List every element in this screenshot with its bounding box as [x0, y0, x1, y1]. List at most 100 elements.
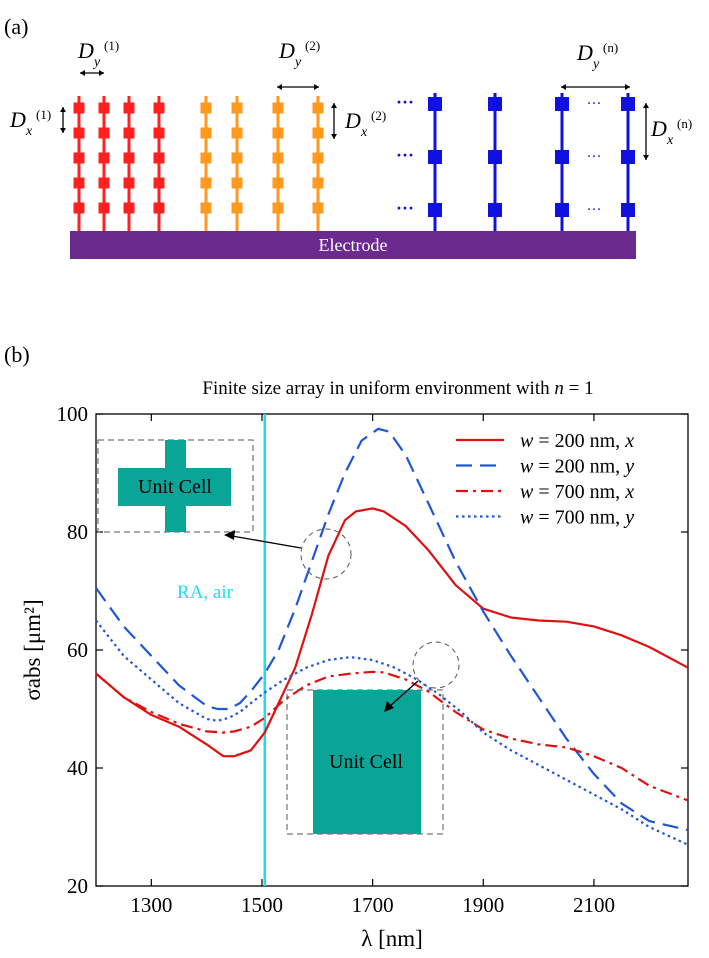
svg-text:D: D — [77, 38, 94, 63]
group1-column-4-pad — [153, 177, 165, 189]
ellipsis-left: ··· — [396, 92, 414, 112]
ellipsis-left: ··· — [396, 198, 414, 218]
svg-text:D: D — [650, 116, 667, 141]
legend-label: w = 200 nm, x — [520, 430, 634, 452]
x-tick-label: 1900 — [462, 893, 504, 917]
inset-bottom-rect — [313, 690, 421, 834]
electrode — [70, 231, 636, 259]
x-tick-label: 2100 — [573, 893, 615, 917]
group1-column-1-pad — [73, 177, 85, 189]
x-axis-label: λ [nm] — [361, 926, 423, 951]
groupn-column-1-pad — [428, 150, 442, 164]
dx-label-1: D x (1) — [9, 107, 51, 139]
groupn-column-3-pad — [555, 97, 569, 111]
group2-column-4-pad — [312, 127, 324, 139]
series-line-3 — [95, 670, 689, 802]
arrow-1-head — [224, 530, 235, 540]
groupn-column-3-pad — [555, 203, 569, 217]
group2-column-4-pad — [312, 102, 324, 114]
y-tick-label: 20 — [67, 874, 88, 898]
dx-label-n: D x (n) — [650, 116, 692, 148]
svg-text:y: y — [92, 55, 101, 70]
svg-text:x: x — [25, 124, 33, 139]
dx-label-2: D x (2) — [344, 108, 386, 140]
electrode-array-diagram: ··· ··· ··· ··· ··· ··· — [73, 92, 635, 231]
dx-arrow-n — [643, 103, 649, 160]
legend-label: w = 200 nm, y — [520, 456, 634, 478]
group2-column-1-pad — [200, 102, 212, 114]
group2-column-3-pad — [272, 127, 284, 139]
chart-area: 1300 1500 1700 1900 2100 20 40 60 80 100 λ [nm] σab… — [20, 402, 689, 951]
groupn-column-2-pad — [488, 203, 502, 217]
ellipsis-left: ··· — [396, 145, 414, 165]
group1-column-4-pad — [153, 102, 165, 114]
y-tick-label: 60 — [67, 638, 88, 662]
group1-column-1-pad — [73, 202, 85, 214]
dx-arrow-1 — [60, 107, 66, 133]
inset-top-label: Unit Cell — [138, 476, 212, 498]
group1-column-2-pad — [98, 127, 110, 139]
group1-column-1-pad — [73, 152, 85, 164]
group2-column-3-pad — [272, 102, 284, 114]
svg-text:D: D — [278, 38, 295, 63]
group2-column-2-pad — [231, 102, 243, 114]
group1-column-4-pad — [153, 127, 165, 139]
panel-b-label: (b) — [4, 342, 30, 367]
group2-column-1-pad — [200, 152, 212, 164]
group2-column-4-pad — [312, 177, 324, 189]
series-line-1 — [95, 507, 689, 758]
group1-column-3-pad — [123, 152, 135, 164]
group2-column-2-pad — [231, 177, 243, 189]
series-line-2 — [95, 427, 689, 832]
svg-text:y: y — [591, 57, 600, 72]
chart-title: Finite size array in uniform environment… — [202, 378, 593, 399]
dy-label-2: D y (2) — [278, 38, 320, 70]
group2-column-2-pad — [231, 152, 243, 164]
svg-text:x: x — [360, 125, 368, 140]
y-tick-label: 40 — [67, 756, 88, 780]
group2-column-2-pad — [231, 202, 243, 214]
x-tick-label: 1700 — [352, 893, 394, 917]
svg-text:(n): (n) — [677, 116, 692, 131]
groupn-column-1-pad — [428, 97, 442, 111]
svg-text:(1): (1) — [36, 107, 51, 122]
group1-column-1-pad — [73, 102, 85, 114]
svg-text:D: D — [9, 107, 26, 132]
group1-column-3-pad — [123, 127, 135, 139]
groupn-column-4-pad — [621, 150, 635, 164]
arrow-2-head — [384, 701, 394, 712]
svg-text:D: D — [344, 108, 361, 133]
legend-label: w = 700 nm, x — [520, 481, 634, 503]
group1-column-3-pad — [123, 102, 135, 114]
svg-text:x: x — [666, 133, 674, 148]
ellipsis-right: ··· — [587, 149, 602, 165]
group2-column-3-pad — [272, 152, 284, 164]
arrow-1-shaft — [231, 535, 302, 549]
inset-top-cross-vertical — [165, 440, 186, 532]
x-tick-label: 1500 — [241, 893, 283, 917]
x-tick-label: 1300 — [130, 893, 172, 917]
electrode-label: Electrode — [319, 235, 388, 255]
dy-arrow-1 — [80, 70, 104, 76]
groupn-column-4-pad — [621, 203, 635, 217]
svg-text:y: y — [293, 55, 302, 70]
dy-label-n: D y (n) — [576, 40, 618, 72]
svg-text:(1): (1) — [104, 38, 119, 53]
groupn-column-1-pad — [428, 203, 442, 217]
group2-column-4-pad — [312, 202, 324, 214]
group1-column-3-pad — [123, 177, 135, 189]
group2-column-1-pad — [200, 127, 212, 139]
inset-bottom-label: Unit Cell — [329, 751, 403, 773]
group2-column-3-pad — [272, 177, 284, 189]
groupn-column-2-pad — [488, 150, 502, 164]
panel-a-label: (a) — [4, 14, 28, 39]
group1-column-4-pad — [153, 152, 165, 164]
dy-label-1: D y (1) — [77, 38, 119, 70]
svg-text:(2): (2) — [371, 108, 386, 123]
y-tick-label: 100 — [57, 402, 89, 426]
groupn-column-2-pad — [488, 97, 502, 111]
svg-text:(n): (n) — [603, 40, 618, 55]
group2-column-2-pad — [231, 127, 243, 139]
dy-arrow-n — [561, 84, 630, 90]
